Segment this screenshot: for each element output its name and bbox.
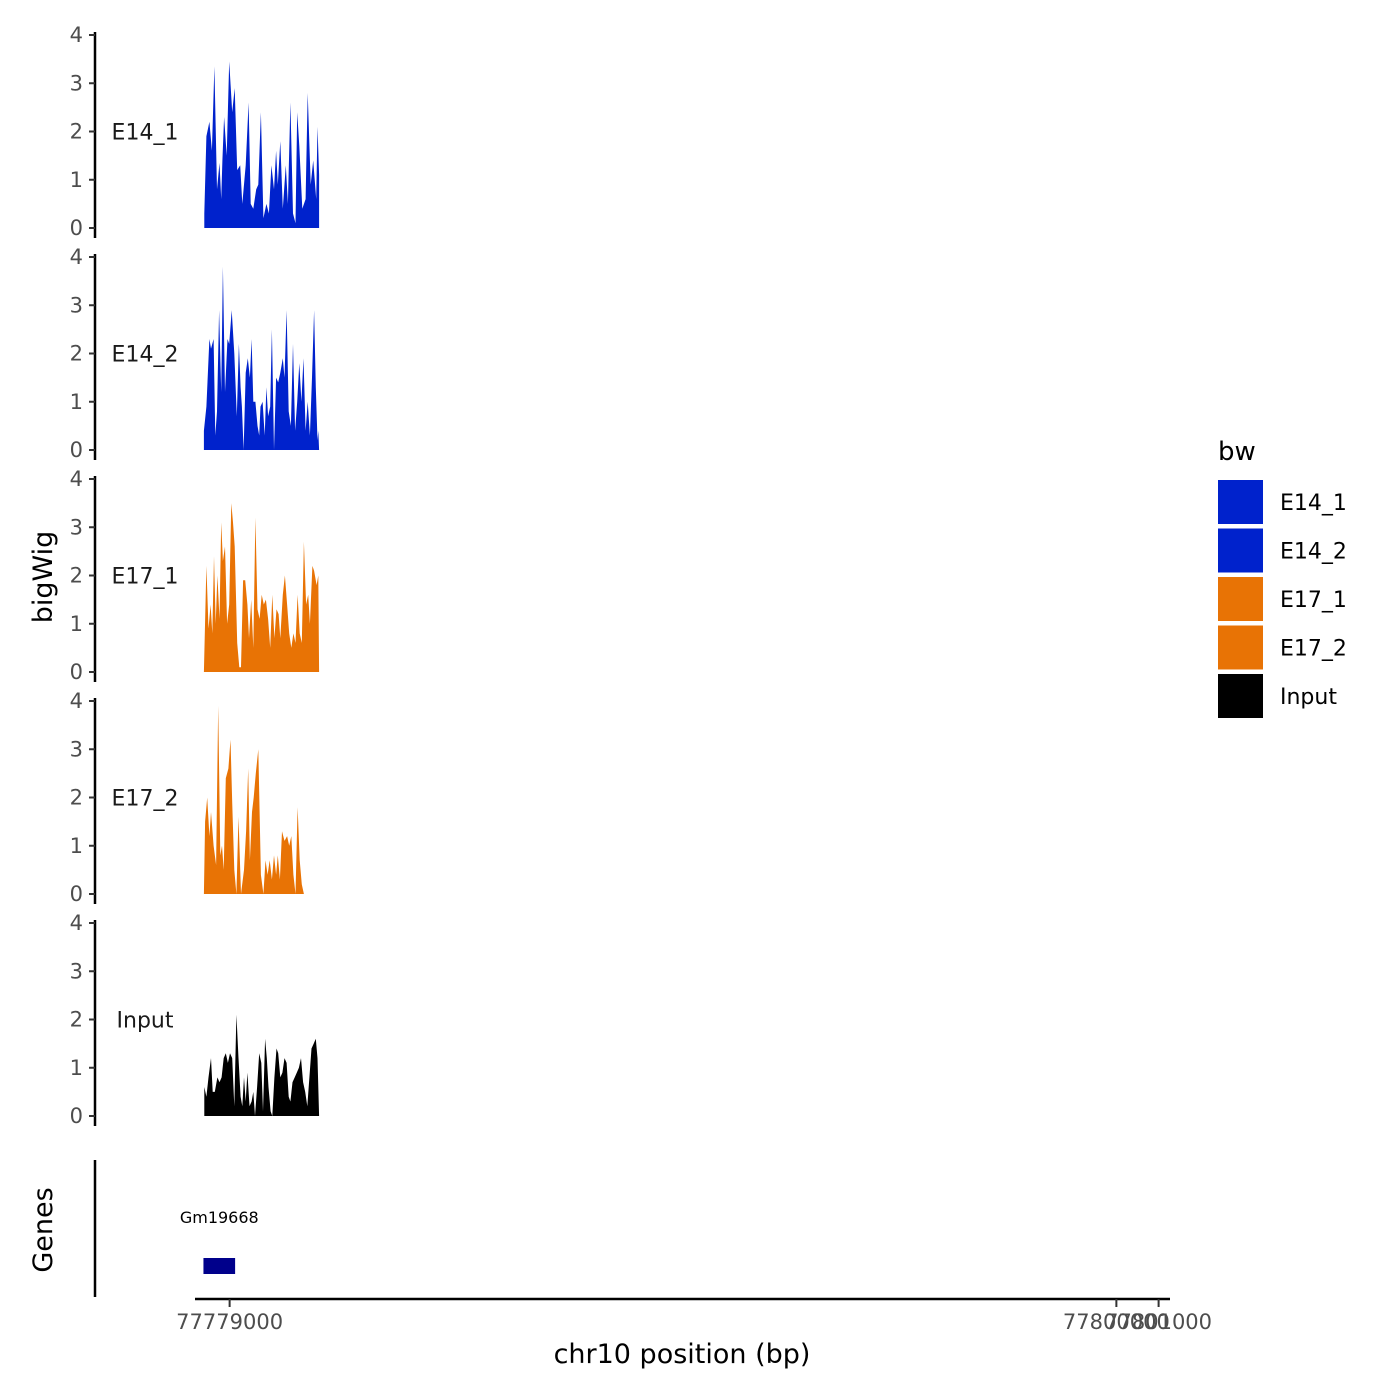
legend-swatch <box>1218 480 1263 524</box>
track-label: E14_2 <box>112 343 179 368</box>
y-tick-label: 0 <box>70 438 83 462</box>
legend-label: Input <box>1280 685 1337 710</box>
track-E17_1: 0 1 2 3 4 E17_1 <box>70 467 320 684</box>
y-axis-title: bigWig <box>28 531 59 624</box>
y-tick-label: 4 <box>70 23 83 47</box>
y-tick-label: 4 <box>70 689 83 713</box>
legend-entry: Input <box>1218 674 1337 718</box>
coverage-area-E14_1 <box>204 61 320 228</box>
coverage-area-E14_2 <box>203 266 320 450</box>
y-tick-label: 1 <box>70 834 83 858</box>
coverage-area-E17_2 <box>203 705 320 894</box>
y-tick-label: 4 <box>70 911 83 935</box>
y-tick-label: 4 <box>70 467 83 491</box>
x-axis-title: chr10 position (bp) <box>554 1339 811 1370</box>
y-tick-label: 2 <box>70 786 83 810</box>
legend-swatch <box>1218 674 1263 718</box>
track-label: E17_2 <box>112 787 179 812</box>
track-label: E14_1 <box>112 121 179 146</box>
track-label: Input <box>117 1009 174 1034</box>
y-tick-label: 0 <box>70 882 83 906</box>
x-tick-label: 77801000 <box>1105 1310 1212 1334</box>
coverage-area-Input <box>204 1014 320 1116</box>
legend-title: bw <box>1218 437 1256 467</box>
legend-swatch <box>1218 528 1263 573</box>
coverage-area-E17_1 <box>203 503 320 672</box>
legend-label: E14_2 <box>1280 540 1347 565</box>
legend: bw E14_1 E14_2 E17_1 E17_2 Input <box>1218 437 1347 718</box>
y-tick-label: 0 <box>70 660 83 684</box>
legend-label: E17_2 <box>1280 637 1347 662</box>
y-tick-label: 3 <box>70 959 83 983</box>
coverage-tracks: 0 1 2 3 4 E14_1 0 1 2 3 4 E14_2 0 1 2 3 4 E17_1 0 1 2 3 4 E17_2… <box>70 23 320 1128</box>
y-tick-label: 3 <box>70 515 83 539</box>
track-E17_2: 0 1 2 3 4 E17_2 <box>70 689 320 906</box>
gene-bar <box>203 1258 236 1274</box>
legend-entry: E14_2 <box>1218 528 1347 573</box>
y-tick-label: 3 <box>70 293 83 317</box>
legend-label: E14_1 <box>1280 491 1347 516</box>
legend-entry: E17_1 <box>1218 577 1347 621</box>
x-tick-label: 77800000 <box>1063 1310 1170 1334</box>
legend-swatch <box>1218 577 1263 621</box>
y-tick-label: 2 <box>70 1008 83 1032</box>
track-Input: 0 1 2 3 4 Input <box>70 911 320 1128</box>
track-E14_2: 0 1 2 3 4 E14_2 <box>70 245 320 462</box>
y-tick-label: 1 <box>70 168 83 192</box>
legend-entry: E14_1 <box>1218 480 1347 524</box>
y-tick-label: 2 <box>70 342 83 366</box>
y-tick-label: 1 <box>70 612 83 636</box>
y-tick-label: 0 <box>70 1104 83 1128</box>
legend-swatch <box>1218 625 1263 670</box>
y-tick-label: 0 <box>70 216 83 240</box>
legend-label: E17_1 <box>1280 588 1347 613</box>
x-tick-label: 77779000 <box>176 1310 283 1334</box>
legend-entry: E17_2 <box>1218 625 1347 670</box>
y-tick-label: 1 <box>70 390 83 414</box>
gene-label: Gm19668 <box>180 1208 259 1227</box>
y-tick-label: 2 <box>70 564 83 588</box>
genes-axis-title: Genes <box>28 1187 59 1272</box>
y-tick-label: 1 <box>70 1056 83 1080</box>
y-tick-label: 3 <box>70 737 83 761</box>
y-tick-label: 4 <box>70 245 83 269</box>
track-label: E17_1 <box>112 565 179 590</box>
track-E14_1: 0 1 2 3 4 E14_1 <box>70 23 320 240</box>
y-tick-label: 2 <box>70 120 83 144</box>
y-tick-label: 3 <box>70 71 83 95</box>
genes-panel: Gm19668 <box>93 1160 259 1297</box>
